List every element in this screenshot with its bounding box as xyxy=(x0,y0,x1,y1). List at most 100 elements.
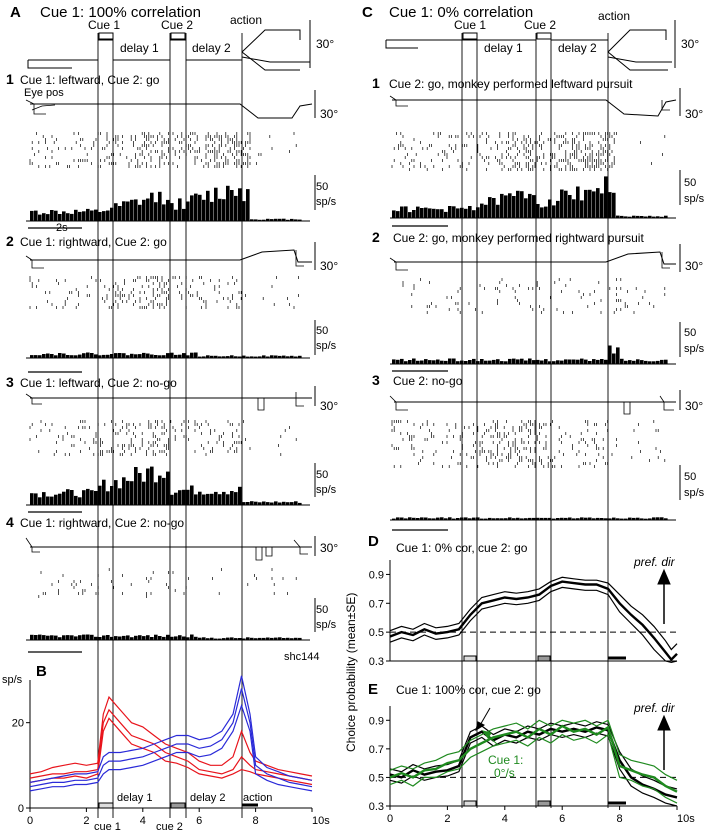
histogram-bar xyxy=(190,485,194,505)
histogram-bar xyxy=(158,355,162,358)
histogram-bar xyxy=(664,518,668,520)
histogram-bar xyxy=(130,637,134,640)
histogram-bar xyxy=(174,636,178,640)
histogram-bar xyxy=(444,211,448,218)
histogram-bar xyxy=(444,518,448,520)
panel-a-title: Cue 1: 100% correlation xyxy=(40,4,201,21)
c2-number: 2 xyxy=(372,229,380,245)
histogram-bar xyxy=(540,207,544,218)
histogram-bar xyxy=(138,635,142,640)
deg30-label-c1: 30° xyxy=(685,107,703,121)
histogram-bar xyxy=(628,517,632,520)
histogram-bar xyxy=(178,490,182,505)
rate50-a1: 50 xyxy=(316,181,328,193)
histogram-bar xyxy=(448,517,452,520)
histogram-bar xyxy=(106,354,110,358)
histogram-bar xyxy=(174,354,178,358)
histogram-bar xyxy=(428,518,432,520)
histogram-bar xyxy=(544,359,548,364)
c1-title: Cue 2: go, monkey performed leftward pur… xyxy=(389,77,633,91)
histogram-bar xyxy=(106,635,110,640)
histogram-bar xyxy=(274,501,278,505)
histogram-bar xyxy=(496,359,500,364)
histogram-bar xyxy=(608,192,612,218)
histogram-bar xyxy=(420,360,424,364)
histogram-bar xyxy=(246,502,250,505)
histogram-bar xyxy=(122,477,126,505)
histogram-bar xyxy=(274,637,278,640)
histogram-bar xyxy=(640,216,644,218)
a2-raster xyxy=(29,276,299,309)
histogram-bar xyxy=(278,218,282,221)
panel-a-letter: A xyxy=(10,4,21,21)
histogram-bar xyxy=(54,355,58,358)
rate-unit-c1: sp/s xyxy=(684,193,705,205)
histogram-bar xyxy=(62,353,66,358)
histogram-bar xyxy=(90,490,94,505)
cue2-label-a: Cue 2 xyxy=(161,18,193,32)
histogram-bar xyxy=(266,356,270,358)
cue1-label-c: Cue 1 xyxy=(454,18,486,32)
panel-b-events: delay 1 delay 2 action cue 1 cue 2 xyxy=(94,792,272,832)
histogram-bar xyxy=(528,358,532,364)
histogram-bar xyxy=(258,219,262,221)
histogram-bar xyxy=(58,214,62,221)
histogram-bar xyxy=(42,492,46,505)
a4-eye-trace: 30° xyxy=(25,536,338,561)
histogram-bar xyxy=(536,517,540,520)
histogram-bar xyxy=(162,477,166,505)
histogram-bar xyxy=(42,213,46,221)
histogram-bar xyxy=(58,493,62,505)
c3-eye-trace: 30° xyxy=(389,390,703,415)
histogram-bar xyxy=(560,517,564,520)
panel-e-letter: E xyxy=(368,681,378,698)
histogram-bar xyxy=(62,491,66,505)
histogram-bar xyxy=(178,635,182,640)
x-tick-label: 4 xyxy=(140,815,146,827)
histogram-bar xyxy=(98,212,102,221)
histogram-bar xyxy=(134,199,138,221)
histogram-bar xyxy=(464,517,468,520)
histogram-bar xyxy=(592,359,596,364)
histogram-bar xyxy=(70,635,74,640)
histogram-bar xyxy=(512,518,516,520)
e-green-label-1: Cue 1: xyxy=(488,753,523,767)
histogram-bar xyxy=(90,634,94,640)
histogram-bar xyxy=(548,517,552,520)
histogram-bar xyxy=(50,635,54,640)
panel-e-events xyxy=(463,800,626,807)
histogram-bar xyxy=(488,517,492,520)
histogram-bar xyxy=(122,353,126,358)
histogram-bar xyxy=(472,517,476,520)
histogram-bar xyxy=(226,637,230,640)
histogram-bar xyxy=(202,199,206,221)
histogram-bar xyxy=(444,360,448,364)
a1-number: 1 xyxy=(6,71,14,87)
deg30-label-a3: 30° xyxy=(320,399,338,413)
histogram-bar xyxy=(476,517,480,520)
histogram-bar xyxy=(504,195,508,218)
histogram-bar xyxy=(194,193,198,221)
panel-e-title: Cue 1: 100% cor, cue 2: go xyxy=(396,683,541,697)
histogram-bar xyxy=(456,361,460,364)
histogram-bar xyxy=(400,206,404,218)
rate-unit-a3: sp/s xyxy=(316,484,337,496)
histogram-bar xyxy=(118,636,122,640)
histogram-bar xyxy=(436,517,440,520)
histogram-bar xyxy=(298,355,302,358)
histogram-bar xyxy=(154,634,158,640)
x-tick-label: 2 xyxy=(83,815,89,827)
histogram-bar xyxy=(210,201,214,221)
histogram-bar xyxy=(270,637,274,640)
histogram-bar xyxy=(230,190,234,221)
histogram-bar xyxy=(576,186,580,218)
deg30-label-a0: 30° xyxy=(316,37,334,51)
histogram-bar xyxy=(620,358,624,364)
histogram-bar xyxy=(556,200,560,218)
histogram-bar xyxy=(42,354,46,358)
histogram-bar xyxy=(150,354,154,358)
histogram-bar xyxy=(464,361,468,364)
histogram-bar xyxy=(182,636,186,640)
histogram-bar xyxy=(620,518,624,520)
y-tick-label: 0.5 xyxy=(369,772,384,784)
